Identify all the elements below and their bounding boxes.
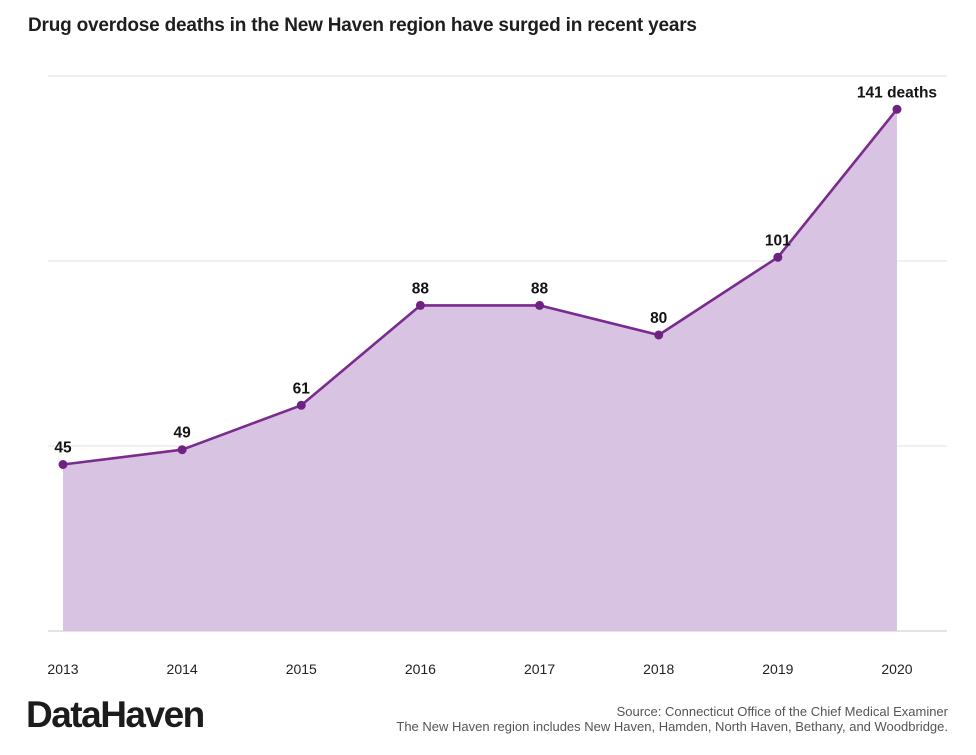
datahaven-logo: DataHaven xyxy=(26,694,205,735)
x-tick-label: 2017 xyxy=(524,661,555,677)
value-label: 101 xyxy=(765,232,791,249)
x-tick-label: 2014 xyxy=(167,661,198,677)
x-tick-label: 2013 xyxy=(47,661,78,677)
data-line xyxy=(61,108,899,466)
data-point xyxy=(654,330,664,340)
x-tick-label: 2015 xyxy=(286,661,317,677)
value-label: 61 xyxy=(293,380,311,397)
value-label: 45 xyxy=(54,440,72,457)
x-tick-label: 2019 xyxy=(762,661,793,677)
x-tick-label: 2016 xyxy=(405,661,436,677)
chart-title: Drug overdose deaths in the New Haven re… xyxy=(28,15,697,36)
area-fill xyxy=(63,109,897,632)
x-tick-label: 2020 xyxy=(881,661,912,677)
data-point xyxy=(415,300,425,310)
source-line-2: The New Haven region includes New Haven,… xyxy=(396,719,948,734)
x-tick-label: 2018 xyxy=(643,661,674,677)
value-label: 88 xyxy=(412,280,430,297)
value-label: 88 xyxy=(531,280,549,297)
source-note: Source: Connecticut Office of the Chief … xyxy=(396,704,948,734)
value-label: 141 deaths xyxy=(857,84,937,101)
source-line-1: Source: Connecticut Office of the Chief … xyxy=(616,704,948,719)
value-label: 80 xyxy=(650,310,667,327)
area-chart: 45 49 61 88 88 80 101 141 deaths 2013 2014 2015 201… xyxy=(47,75,947,677)
data-point xyxy=(58,460,68,469)
data-point xyxy=(773,252,783,262)
data-point xyxy=(892,104,902,114)
data-point xyxy=(535,300,545,310)
value-label: 49 xyxy=(174,425,192,442)
data-point xyxy=(296,400,306,410)
data-point xyxy=(177,445,187,455)
